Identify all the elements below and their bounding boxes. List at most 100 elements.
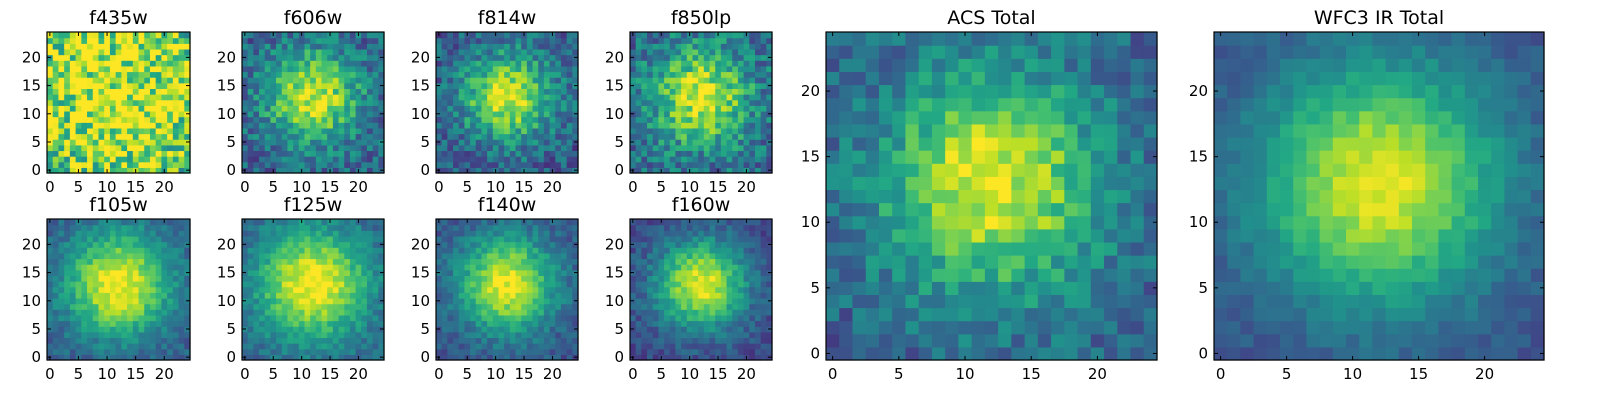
heatmap-cell [281, 219, 289, 226]
heatmap-cell [121, 247, 128, 254]
heatmap-cell [378, 224, 385, 231]
heatmap-cell [692, 167, 699, 174]
heatmap-cell [127, 32, 134, 39]
heatmap-cell [378, 105, 385, 112]
heatmap-cell [715, 161, 722, 168]
heatmap-cell [560, 65, 568, 73]
heatmap-cell [298, 122, 306, 129]
heatmap-cell [149, 297, 157, 305]
heatmap-cell [167, 241, 174, 248]
heatmap-cell [366, 139, 374, 146]
heatmap-cell [572, 224, 579, 231]
heatmap-cell [52, 133, 60, 140]
heatmap-cell [58, 60, 65, 67]
heatmap-cell [298, 105, 306, 112]
heatmap-cell [549, 264, 556, 271]
heatmap-cell [361, 219, 368, 226]
heatmap-cell [349, 314, 357, 322]
heatmap-cell [355, 150, 362, 157]
heatmap-cell [270, 94, 277, 101]
heatmap-cell [720, 37, 728, 44]
heatmap-cell [344, 314, 351, 322]
heatmap-cell [92, 314, 100, 322]
heatmap-cell [509, 139, 517, 146]
heatmap-cell [732, 77, 739, 84]
heatmap-cell [321, 286, 328, 293]
heatmap-cell [281, 161, 289, 168]
heatmap-cell [87, 275, 94, 282]
heatmap-cell [538, 343, 545, 350]
heatmap-cell [521, 331, 528, 339]
heatmap-cell [487, 94, 494, 101]
heatmap-cell [349, 230, 357, 237]
heatmap-cell [259, 156, 266, 163]
heatmap-cell [447, 286, 454, 293]
heatmap-cell [555, 37, 562, 44]
heatmap-cell [321, 82, 328, 89]
heatmap-cell [743, 60, 750, 67]
heatmap-cell [167, 60, 174, 67]
heatmap-cell [315, 286, 323, 293]
heatmap-cell [264, 252, 271, 260]
heatmap-cell [566, 252, 573, 260]
heatmap-cell [743, 94, 750, 101]
heatmap-cell [447, 150, 454, 157]
heatmap-cell [447, 264, 454, 271]
heatmap-cell [167, 252, 174, 260]
heatmap-cell [293, 116, 300, 123]
heatmap-cell [436, 60, 443, 67]
heatmap-cell [69, 269, 77, 276]
heatmap-cell [161, 54, 168, 61]
heatmap-cell [669, 150, 677, 157]
heatmap-cell [132, 331, 140, 339]
heatmap-cell [555, 337, 562, 344]
heatmap-cell [149, 32, 157, 39]
heatmap-cell [498, 54, 505, 61]
heatmap-cell [121, 292, 128, 299]
heatmap-cell [743, 99, 750, 106]
heatmap-cell [458, 32, 465, 39]
heatmap-cell [349, 82, 357, 89]
heatmap-cell [127, 88, 134, 95]
heatmap-cell [264, 348, 271, 355]
heatmap-cell [760, 286, 767, 293]
heatmap-cell [538, 110, 545, 118]
heatmap-cell [178, 320, 185, 327]
heatmap-cell [526, 122, 534, 129]
heatmap-cell [310, 144, 317, 152]
heatmap-cell [749, 275, 756, 282]
heatmap-cell [338, 314, 345, 322]
heatmap-cell [315, 348, 323, 355]
heatmap-cell [104, 331, 111, 339]
heatmap-cell [287, 156, 294, 163]
heatmap-cell [441, 48, 448, 56]
heatmap-cell [127, 122, 134, 129]
heatmap-cell [372, 247, 379, 254]
heatmap-cell [726, 99, 733, 106]
heatmap-cell [453, 230, 460, 237]
heatmap-cell [178, 37, 185, 44]
heatmap-cell [749, 65, 756, 73]
heatmap-cell [270, 105, 277, 112]
heatmap-cell [138, 343, 145, 350]
heatmap-cell [69, 303, 77, 310]
heatmap-cell [669, 314, 677, 322]
heatmap-cell [47, 37, 54, 44]
heatmap-cell [543, 122, 551, 129]
heatmap-cell [161, 343, 168, 350]
heatmap-cell [566, 144, 573, 152]
heatmap-cell [338, 337, 345, 344]
heatmap-cell [121, 348, 128, 355]
heatmap-cell [270, 241, 277, 248]
heatmap-cell [641, 99, 648, 106]
heatmap-cell [58, 43, 65, 50]
heatmap-cell [470, 32, 477, 39]
y-tick-label: 20 [217, 48, 236, 66]
heatmap-cell [47, 343, 54, 350]
heatmap-cell [549, 230, 556, 237]
heatmap-cell [144, 230, 151, 237]
heatmap-cell [681, 32, 688, 39]
heatmap-cell [498, 281, 505, 288]
heatmap-cell [64, 94, 71, 101]
heatmap-cell [686, 99, 694, 106]
